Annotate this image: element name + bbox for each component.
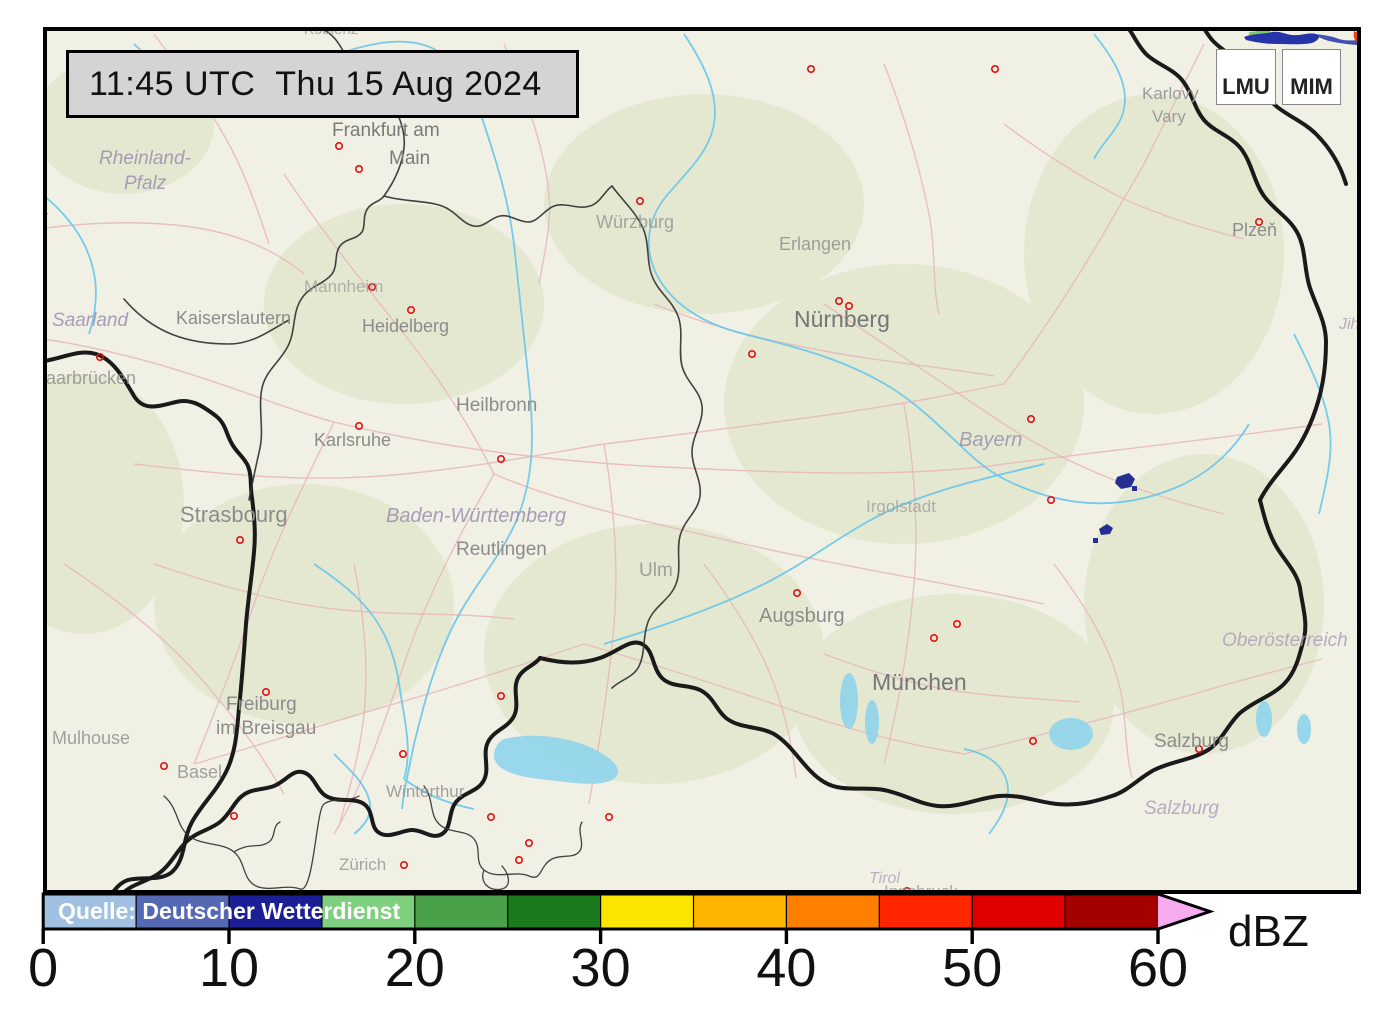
svg-text:Quelle: Deutscher Wetterdienst: Quelle: Deutscher Wetterdienst	[58, 898, 400, 924]
svg-text:20: 20	[385, 938, 445, 998]
svg-text:30: 30	[571, 938, 631, 998]
svg-text:60: 60	[1128, 938, 1188, 998]
svg-text:dBZ: dBZ	[1228, 907, 1309, 956]
svg-text:0: 0	[28, 938, 58, 998]
svg-text:40: 40	[756, 938, 816, 998]
svg-text:50: 50	[942, 938, 1002, 998]
svg-text:10: 10	[199, 938, 259, 998]
